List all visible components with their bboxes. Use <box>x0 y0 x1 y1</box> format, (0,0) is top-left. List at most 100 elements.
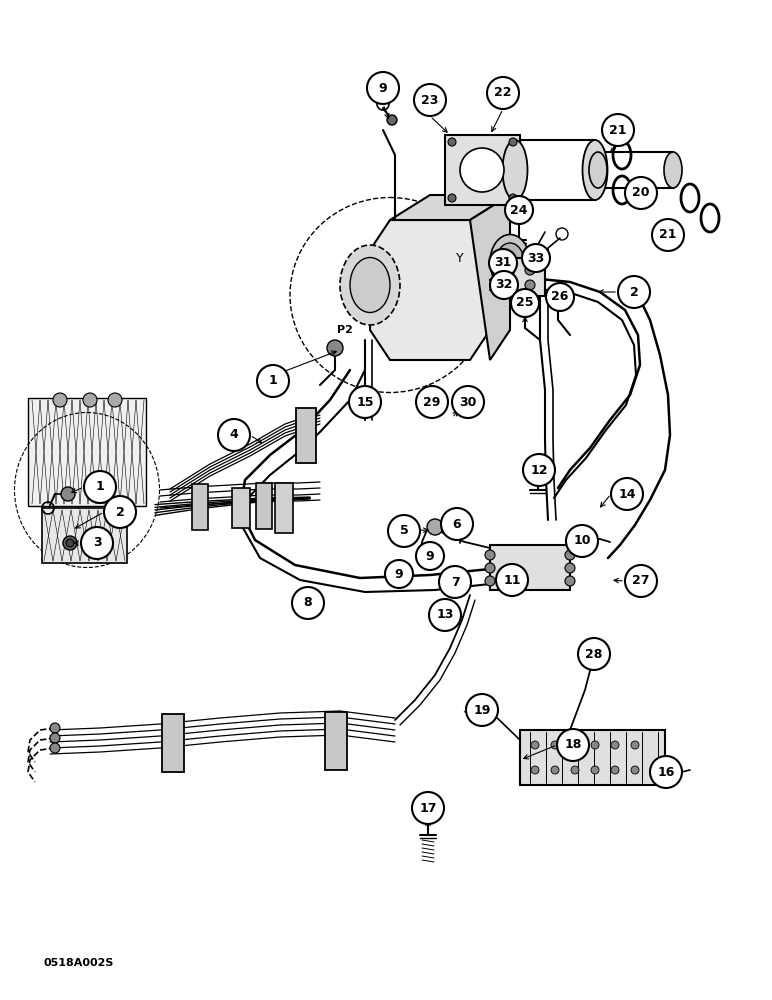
Circle shape <box>441 508 473 540</box>
Text: 17: 17 <box>419 802 437 814</box>
Circle shape <box>551 741 559 749</box>
Text: 7: 7 <box>451 576 459 588</box>
Circle shape <box>81 527 113 559</box>
Text: 19: 19 <box>473 704 491 716</box>
Polygon shape <box>390 195 510 220</box>
Circle shape <box>522 244 550 272</box>
Circle shape <box>505 265 515 275</box>
Circle shape <box>292 587 324 619</box>
Text: 25: 25 <box>516 296 533 310</box>
Text: 4: 4 <box>229 428 239 442</box>
Circle shape <box>489 249 517 277</box>
Circle shape <box>485 576 495 586</box>
Circle shape <box>551 766 559 774</box>
Text: 21: 21 <box>659 229 677 241</box>
Circle shape <box>327 340 343 356</box>
Circle shape <box>487 77 519 109</box>
Circle shape <box>416 542 444 570</box>
Bar <box>490 545 570 590</box>
Circle shape <box>591 766 599 774</box>
Text: 9: 9 <box>425 550 435 562</box>
Text: 29: 29 <box>423 395 441 408</box>
Circle shape <box>63 536 77 550</box>
Circle shape <box>525 265 535 275</box>
Circle shape <box>388 515 420 547</box>
Circle shape <box>477 707 487 717</box>
Circle shape <box>496 564 528 596</box>
Circle shape <box>657 766 673 782</box>
Circle shape <box>414 84 446 116</box>
Circle shape <box>631 766 639 774</box>
Text: 15: 15 <box>356 395 374 408</box>
Circle shape <box>367 72 399 104</box>
Circle shape <box>50 723 60 733</box>
Text: 0518A002S: 0518A002S <box>44 958 114 968</box>
Circle shape <box>490 271 518 299</box>
Text: 11: 11 <box>503 574 521 586</box>
Text: 31: 31 <box>494 256 512 269</box>
Bar <box>598 152 673 188</box>
Bar <box>256 483 272 529</box>
Circle shape <box>108 393 122 407</box>
Circle shape <box>565 550 575 560</box>
Bar <box>500 258 545 296</box>
Circle shape <box>61 487 75 501</box>
Circle shape <box>485 550 495 560</box>
Text: 6: 6 <box>452 518 462 530</box>
Circle shape <box>650 756 682 788</box>
Text: 24: 24 <box>510 204 528 217</box>
Circle shape <box>531 766 539 774</box>
Circle shape <box>387 115 397 125</box>
Text: 9: 9 <box>379 82 388 95</box>
Bar <box>325 712 347 770</box>
Bar <box>192 484 208 530</box>
Polygon shape <box>470 195 510 360</box>
Circle shape <box>53 393 67 407</box>
Circle shape <box>652 219 684 251</box>
Text: 18: 18 <box>564 738 581 752</box>
Circle shape <box>460 148 504 192</box>
Circle shape <box>505 196 533 224</box>
Text: 23: 23 <box>422 94 438 106</box>
Circle shape <box>349 386 381 418</box>
Text: 30: 30 <box>459 395 476 408</box>
Circle shape <box>523 454 555 486</box>
Circle shape <box>84 471 116 503</box>
Bar <box>445 135 520 205</box>
Text: 14: 14 <box>618 488 636 500</box>
Ellipse shape <box>664 152 682 188</box>
Ellipse shape <box>589 152 607 188</box>
Circle shape <box>50 733 60 743</box>
Circle shape <box>602 114 634 146</box>
Text: 12: 12 <box>530 464 548 477</box>
Text: 27: 27 <box>632 574 650 587</box>
Circle shape <box>448 138 456 146</box>
Circle shape <box>557 729 589 761</box>
Circle shape <box>485 563 495 573</box>
Text: 10: 10 <box>574 534 591 548</box>
Circle shape <box>571 741 579 749</box>
Text: 2: 2 <box>630 286 638 298</box>
Ellipse shape <box>340 245 400 325</box>
Circle shape <box>584 647 600 663</box>
Circle shape <box>466 694 498 726</box>
Circle shape <box>66 539 74 547</box>
Circle shape <box>448 194 456 202</box>
Circle shape <box>618 276 650 308</box>
Text: 21: 21 <box>609 123 627 136</box>
Circle shape <box>429 599 461 631</box>
Circle shape <box>83 393 97 407</box>
Circle shape <box>625 565 657 597</box>
Circle shape <box>565 576 575 586</box>
Circle shape <box>511 289 539 317</box>
Circle shape <box>611 478 643 510</box>
Text: Y: Y <box>456 251 464 264</box>
Polygon shape <box>370 220 490 360</box>
Ellipse shape <box>490 234 530 290</box>
Circle shape <box>611 741 619 749</box>
Text: 20: 20 <box>632 186 650 200</box>
Circle shape <box>427 519 443 535</box>
Circle shape <box>257 365 289 397</box>
Circle shape <box>218 419 250 451</box>
Bar <box>232 488 250 528</box>
